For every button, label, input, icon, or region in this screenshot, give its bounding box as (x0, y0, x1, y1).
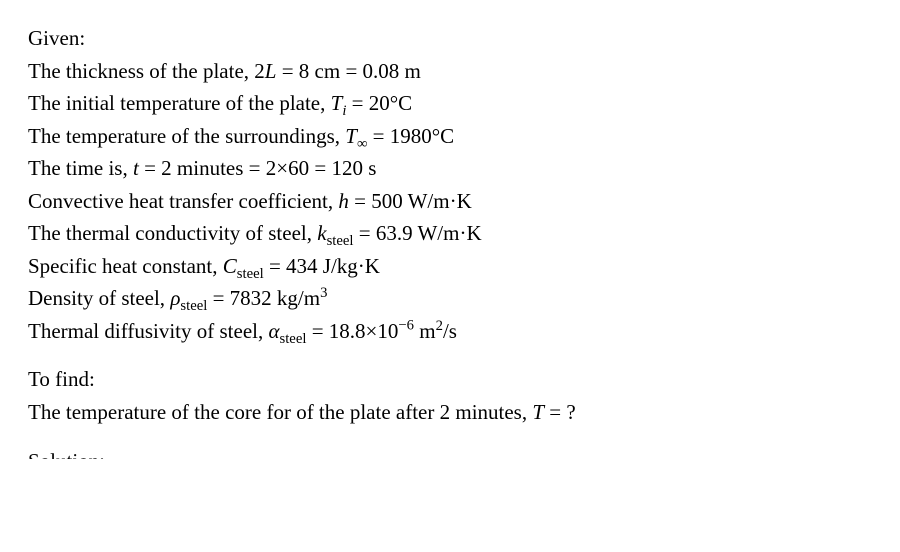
superscript-neg6: −6 (398, 318, 414, 334)
given-line-convective-h: Convective heat transfer coefficient, h … (28, 185, 872, 218)
subscript-infinity: ∞ (357, 136, 367, 152)
var-k: k (317, 221, 326, 245)
text: Solution: (28, 449, 105, 459)
var-h: h (338, 189, 349, 213)
tofind-heading: To find: (28, 363, 872, 396)
given-line-thermal-diffusivity: Thermal diffusivity of steel, αsteel = 1… (28, 315, 872, 348)
text: Thermal diffusivity of steel, (28, 319, 268, 343)
text: = 63.9 W/m·K (354, 221, 482, 245)
given-line-thermal-conductivity: The thermal conductivity of steel, kstee… (28, 217, 872, 250)
text: The temperature of the core for of the p… (28, 400, 532, 424)
text: Specific heat constant, (28, 254, 223, 278)
var-rho: ρ (170, 286, 180, 310)
text: = 1980°C (367, 124, 454, 148)
spacer (28, 347, 872, 363)
given-line-density: Density of steel, ρsteel = 7832 kg/m3 (28, 282, 872, 315)
var-T: T (331, 91, 343, 115)
given-heading: Given: (28, 22, 872, 55)
given-line-surrounding-temp: The temperature of the surroundings, T∞ … (28, 120, 872, 153)
text: Convective heat transfer coefficient, (28, 189, 338, 213)
text: = 500 W/m·K (349, 189, 472, 213)
text: /s (443, 319, 457, 343)
subscript-steel: steel (280, 331, 307, 347)
text: = 8 cm = 0.08 m (276, 59, 420, 83)
text: = 7832 kg/m (207, 286, 320, 310)
tofind-line: The temperature of the core for of the p… (28, 396, 872, 429)
text: The temperature of the surroundings, (28, 124, 345, 148)
superscript-3: 3 (320, 285, 327, 301)
text: The thermal conductivity of steel, (28, 221, 317, 245)
solution-heading-partial: Solution: (28, 445, 872, 459)
given-line-specific-heat: Specific heat constant, Csteel = 434 J/k… (28, 250, 872, 283)
text: m (414, 319, 436, 343)
text: Density of steel, (28, 286, 170, 310)
superscript-2: 2 (436, 318, 443, 334)
text: = 2 minutes = 2×60 = 120 s (139, 156, 377, 180)
document-page: Given: The thickness of the plate, 2L = … (0, 0, 900, 481)
given-line-time: The time is, t = 2 minutes = 2×60 = 120 … (28, 152, 872, 185)
given-line-initial-temp: The initial temperature of the plate, Ti… (28, 87, 872, 120)
text: The thickness of the plate, 2 (28, 59, 265, 83)
text: = 434 J/kg·K (264, 254, 380, 278)
subscript-steel: steel (327, 233, 354, 249)
var-T: T (532, 400, 544, 424)
var-C: C (223, 254, 237, 278)
given-line-thickness: The thickness of the plate, 2L = 8 cm = … (28, 55, 872, 88)
var-alpha: α (268, 319, 279, 343)
text: = 18.8×10 (306, 319, 398, 343)
text: = ? (544, 400, 576, 424)
text: The initial temperature of the plate, (28, 91, 331, 115)
text: = 20°C (346, 91, 412, 115)
subscript-steel: steel (237, 266, 264, 282)
var-T: T (345, 124, 357, 148)
spacer (28, 429, 872, 445)
subscript-steel: steel (180, 299, 207, 315)
var-L: L (265, 59, 277, 83)
text: The time is, (28, 156, 133, 180)
